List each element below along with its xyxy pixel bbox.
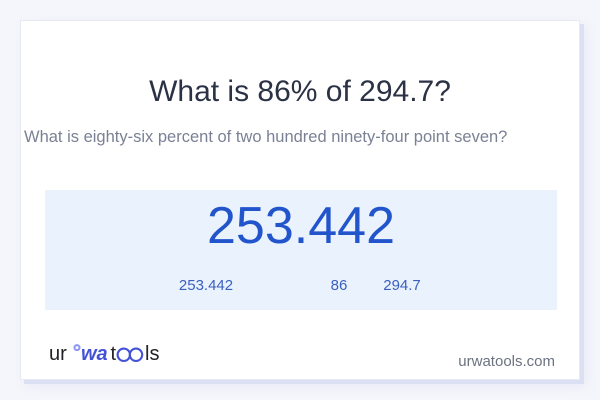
svg-text:t: t xyxy=(111,343,117,365)
svg-text:ls: ls xyxy=(145,343,159,365)
svg-text:ur: ur xyxy=(49,343,67,365)
svg-text:wa: wa xyxy=(81,343,108,365)
